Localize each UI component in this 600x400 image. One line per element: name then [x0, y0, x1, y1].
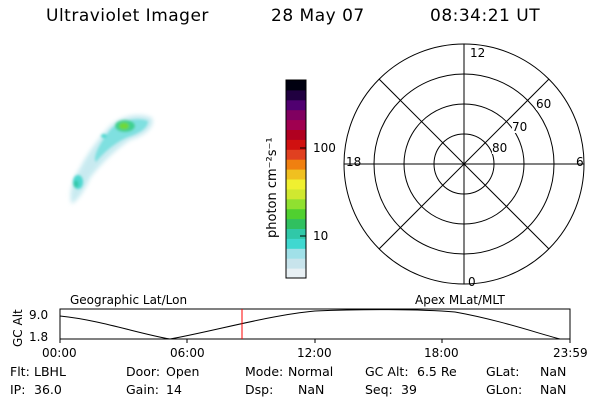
dsp-label: Dsp:	[245, 382, 274, 397]
polar-mlt-0: 0	[468, 275, 476, 289]
time-label: 08:34:21 UT	[430, 6, 541, 26]
timeline-xtick-0600: 06:00	[170, 346, 205, 360]
colorbar-segment	[286, 258, 306, 269]
colorbar-segment	[286, 139, 306, 150]
glon-value: NaN	[540, 382, 567, 397]
polar-mlt-12: 12	[470, 46, 486, 60]
polar-mlt-18: 18	[346, 155, 362, 169]
polar-lat-70: 70	[512, 120, 528, 134]
instrument-title: Ultraviolet Imager	[46, 6, 209, 26]
timeline-apex-label: Apex MLat/MLT	[415, 293, 505, 307]
gcalt-value: 6.5 Re	[417, 364, 457, 379]
timeline-xtick-1200: 12:00	[297, 346, 332, 360]
seq-label: Seq:	[365, 382, 393, 397]
glat-label: GLat:	[486, 364, 520, 379]
timeline-xtick-2359: 23:59	[553, 346, 588, 360]
flt-value: LBHL	[34, 364, 66, 379]
colorbar-segment	[286, 169, 306, 180]
colorbar-segment	[286, 179, 306, 190]
colorbar-segment	[286, 218, 306, 229]
door-label: Door:	[126, 364, 161, 379]
date-label: 28 May 07	[271, 6, 365, 26]
colorbar-tick-100: 100	[313, 141, 336, 155]
door-value: Open	[166, 364, 200, 379]
colorbar-tick-10: 10	[313, 229, 329, 243]
polar-lat-80: 80	[492, 141, 508, 155]
colorbar-segment	[286, 99, 306, 111]
colorbar-segment	[286, 119, 306, 130]
glon-label: GLon:	[486, 382, 523, 397]
polar-lat-60: 60	[536, 97, 552, 111]
colorbar-segment	[286, 80, 306, 91]
dsp-value: NaN	[298, 382, 325, 397]
colorbar-segment	[286, 268, 306, 279]
mode-value: Normal	[288, 364, 334, 379]
timeline-xtick-1800: 18:00	[424, 346, 459, 360]
polar-mlt-6: 6	[576, 155, 584, 169]
colorbar-segment	[286, 159, 306, 170]
colorbar-segment	[286, 109, 306, 121]
colorbar-segment	[286, 149, 306, 160]
seq-value: 39	[401, 382, 417, 397]
timeline-geo-label: Geographic Lat/Lon	[70, 293, 188, 307]
gain-label: Gain:	[126, 382, 159, 397]
timeline-xtick-0000: 00:00	[42, 346, 77, 360]
colorbar-segment	[286, 198, 306, 210]
glat-value: NaN	[540, 364, 567, 379]
gain-value: 14	[166, 382, 182, 397]
timeline-ytick-top: 9.0	[29, 308, 49, 322]
colorbar-segment	[286, 188, 306, 200]
gcalt-label: GC Alt:	[365, 364, 409, 379]
colorbar-segment	[286, 238, 306, 249]
mode-label: Mode:	[245, 364, 284, 379]
colorbar-segment	[286, 89, 306, 101]
ip-value: 36.0	[34, 382, 62, 397]
ip-label: IP:	[10, 382, 26, 397]
colorbar-segment	[286, 208, 306, 220]
colorbar-segment	[286, 228, 306, 239]
flt-label: Flt:	[10, 364, 30, 379]
colorbar-segment	[286, 129, 306, 140]
colorbar-segment	[286, 248, 306, 259]
timeline-ytick-bottom: 1.8	[29, 330, 49, 344]
